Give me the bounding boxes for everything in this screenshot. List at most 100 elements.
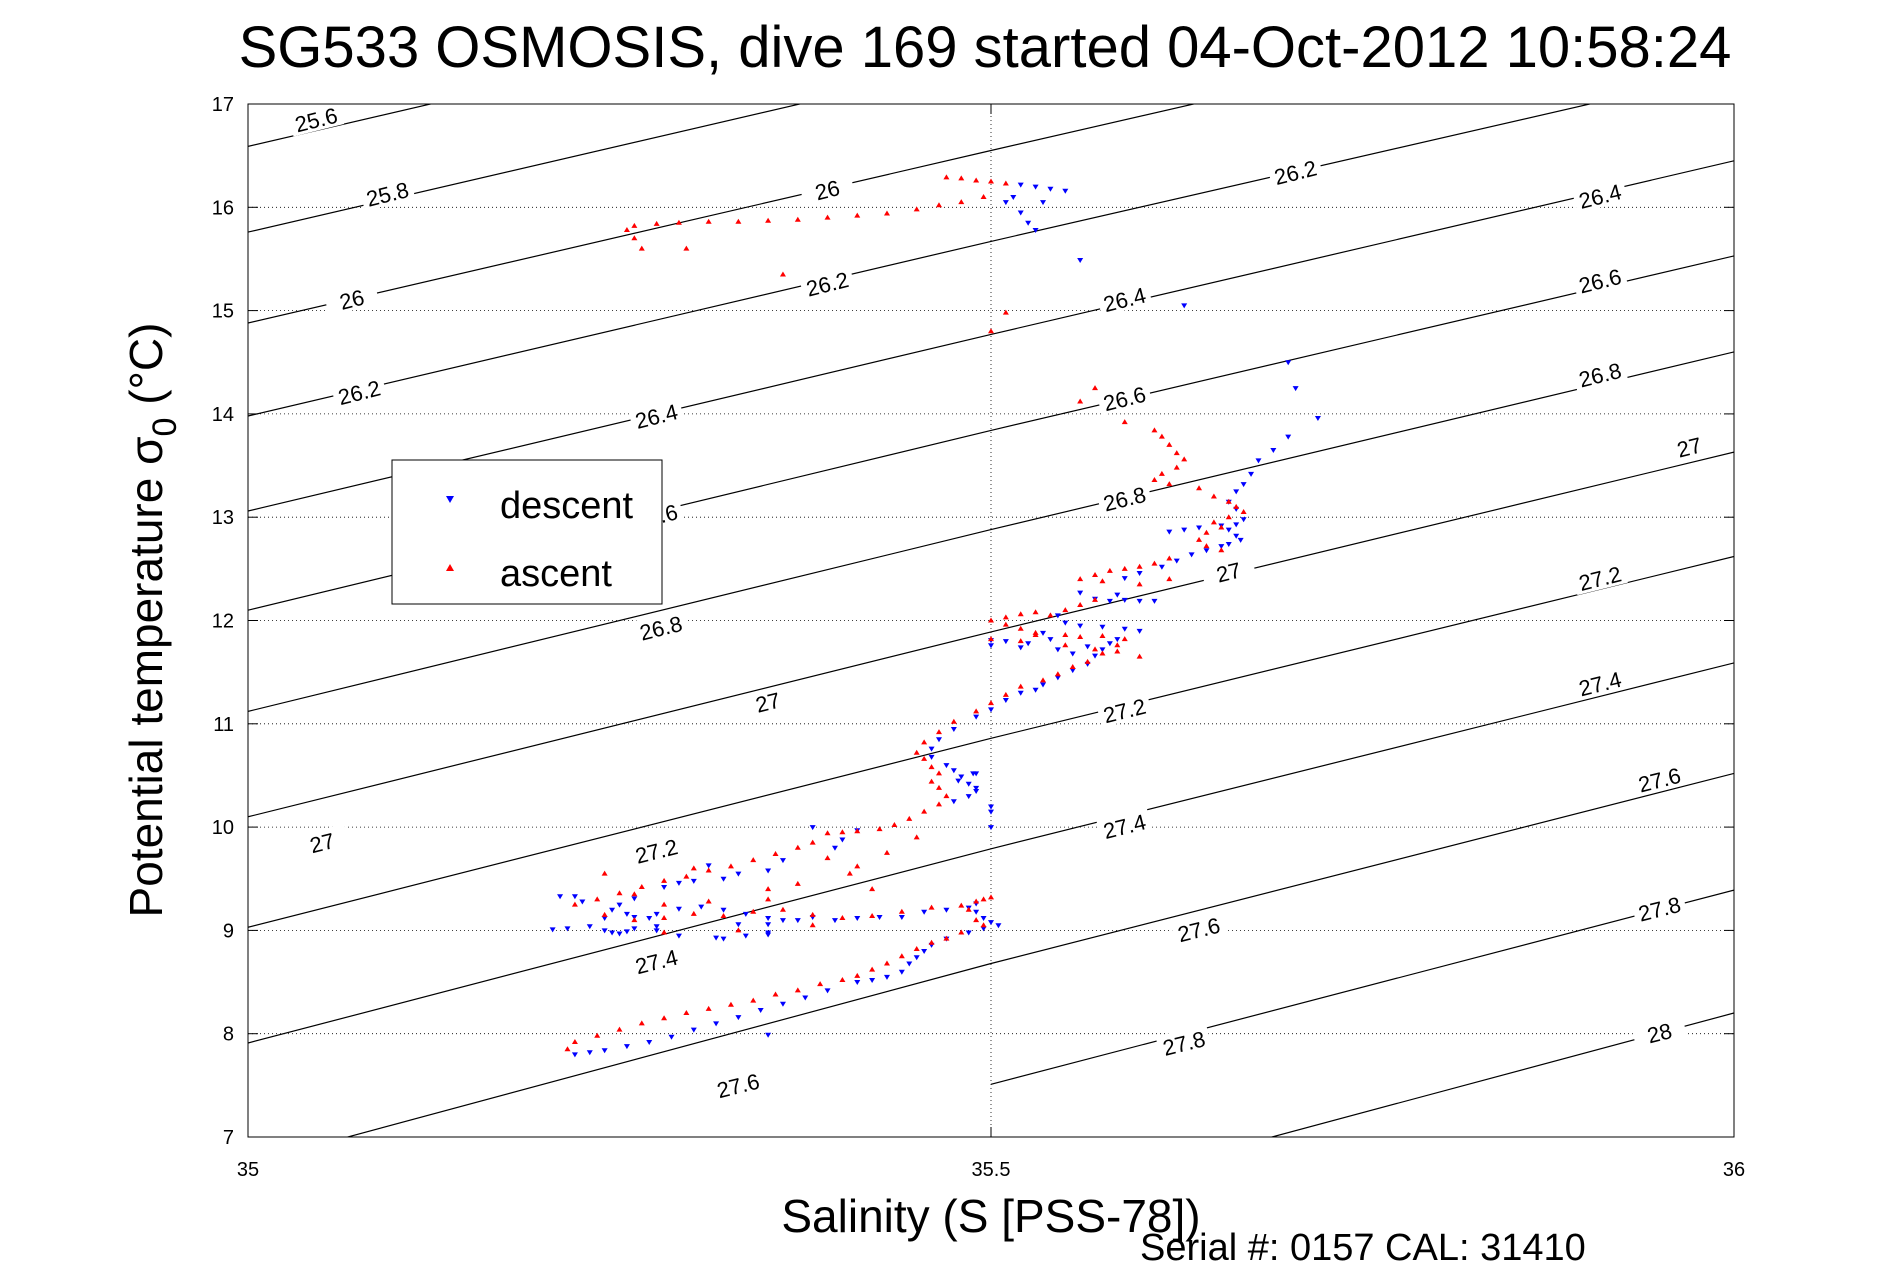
descent-point — [973, 785, 980, 791]
ascent-point — [1017, 625, 1024, 631]
ascent-point — [1203, 543, 1210, 549]
ascent-point — [854, 828, 861, 834]
ascent-point — [1166, 555, 1173, 561]
ascent-point — [824, 214, 831, 220]
ascent-point — [735, 218, 742, 224]
contour-label: 27 — [1214, 557, 1244, 587]
x-tick-label: 36 — [1723, 1159, 1745, 1181]
descent-point — [1136, 628, 1143, 634]
descent-point — [839, 837, 846, 843]
contour-label-bg — [359, 175, 416, 211]
contour-label-bg — [1631, 1013, 1688, 1050]
descent-point — [831, 845, 838, 851]
ascent-point — [1196, 485, 1203, 491]
descent-point — [1092, 653, 1099, 659]
descent-point — [809, 825, 816, 831]
ascent-point — [876, 826, 883, 832]
ascent-point — [958, 902, 965, 908]
descent-point — [1002, 639, 1009, 645]
ascent-point — [809, 911, 816, 917]
descent-point — [1233, 522, 1240, 528]
ascent-point — [623, 227, 630, 233]
ascent-point — [638, 1020, 645, 1026]
ascent-point — [1181, 456, 1188, 462]
ascent-point — [935, 770, 942, 776]
descent-point — [1114, 592, 1121, 598]
descent-point — [1047, 637, 1054, 643]
descent-point — [1032, 184, 1039, 190]
ascent-point — [1002, 691, 1009, 697]
descent-point — [965, 781, 972, 787]
ascent-point — [750, 908, 757, 914]
descent-point — [675, 933, 682, 939]
descent-point — [1248, 471, 1255, 477]
ascent-point — [973, 917, 980, 923]
ascent-point — [1106, 567, 1113, 573]
descent-point — [1025, 220, 1032, 226]
descent-point — [586, 1050, 593, 1056]
contour-label-bg — [628, 397, 685, 433]
descent-point — [1285, 360, 1292, 366]
ascent-point — [1203, 529, 1210, 535]
descent-point — [1181, 303, 1188, 309]
descent-point — [742, 933, 749, 939]
descent-point — [950, 726, 957, 732]
descent-point — [883, 974, 890, 980]
descent-point — [646, 1039, 653, 1045]
ascent-point — [1084, 658, 1091, 664]
ascent-point — [794, 216, 801, 222]
descent-point — [1151, 598, 1158, 604]
ascent-point — [980, 896, 987, 902]
descent-point — [1314, 416, 1321, 422]
descent-point — [757, 1007, 764, 1013]
descent-point — [1196, 525, 1203, 531]
contour-label-bg — [1155, 1024, 1212, 1061]
descent-point — [869, 977, 876, 983]
contour-label-bg — [1571, 261, 1628, 298]
descent-point — [735, 1015, 742, 1021]
descent-point — [779, 858, 786, 864]
descent-point — [1069, 651, 1076, 657]
ascent-point — [661, 1015, 668, 1021]
ascent-point — [631, 222, 638, 228]
descent-point — [794, 918, 801, 924]
ascent-point — [943, 793, 950, 799]
ascent-point — [683, 1010, 690, 1016]
descent-point — [623, 929, 630, 935]
descent-point — [1255, 458, 1262, 464]
descent-point — [1062, 188, 1069, 194]
ascent-point — [616, 890, 623, 896]
ascent-point — [958, 199, 965, 205]
descent-point — [1121, 576, 1128, 582]
descent-point — [1233, 533, 1240, 539]
density-contour-line — [248, 555, 1734, 928]
x-axis-label: Salinity (S [PSS-78]) — [781, 1190, 1200, 1242]
ascent-point — [958, 929, 965, 935]
descent-point — [1270, 448, 1277, 454]
density-contours — [248, 104, 1734, 1137]
descent-point — [1017, 210, 1024, 216]
descent-point — [765, 1032, 772, 1038]
descent-point — [1032, 687, 1039, 693]
ascent-point — [1002, 621, 1009, 627]
ascent-point — [1054, 671, 1061, 677]
ascent-point — [1002, 180, 1009, 186]
descent-point — [765, 922, 772, 928]
descent-point — [1121, 597, 1128, 603]
ascent-point — [935, 801, 942, 807]
ascent-point — [1092, 572, 1099, 578]
descent-point — [921, 909, 928, 915]
descent-point — [928, 746, 935, 752]
y-tick-label: 11 — [213, 714, 234, 736]
ascent-point — [883, 849, 890, 855]
ascent-point — [616, 1026, 623, 1032]
descent-point — [973, 771, 980, 777]
y-tick-label: 10 — [212, 817, 234, 839]
descent-point — [675, 906, 682, 912]
descent-point — [1069, 668, 1076, 674]
descent-point — [1047, 186, 1054, 192]
descent-point — [661, 885, 668, 891]
ascent-point — [638, 245, 645, 251]
descent-point — [1136, 570, 1143, 576]
descent-point — [1181, 527, 1188, 533]
